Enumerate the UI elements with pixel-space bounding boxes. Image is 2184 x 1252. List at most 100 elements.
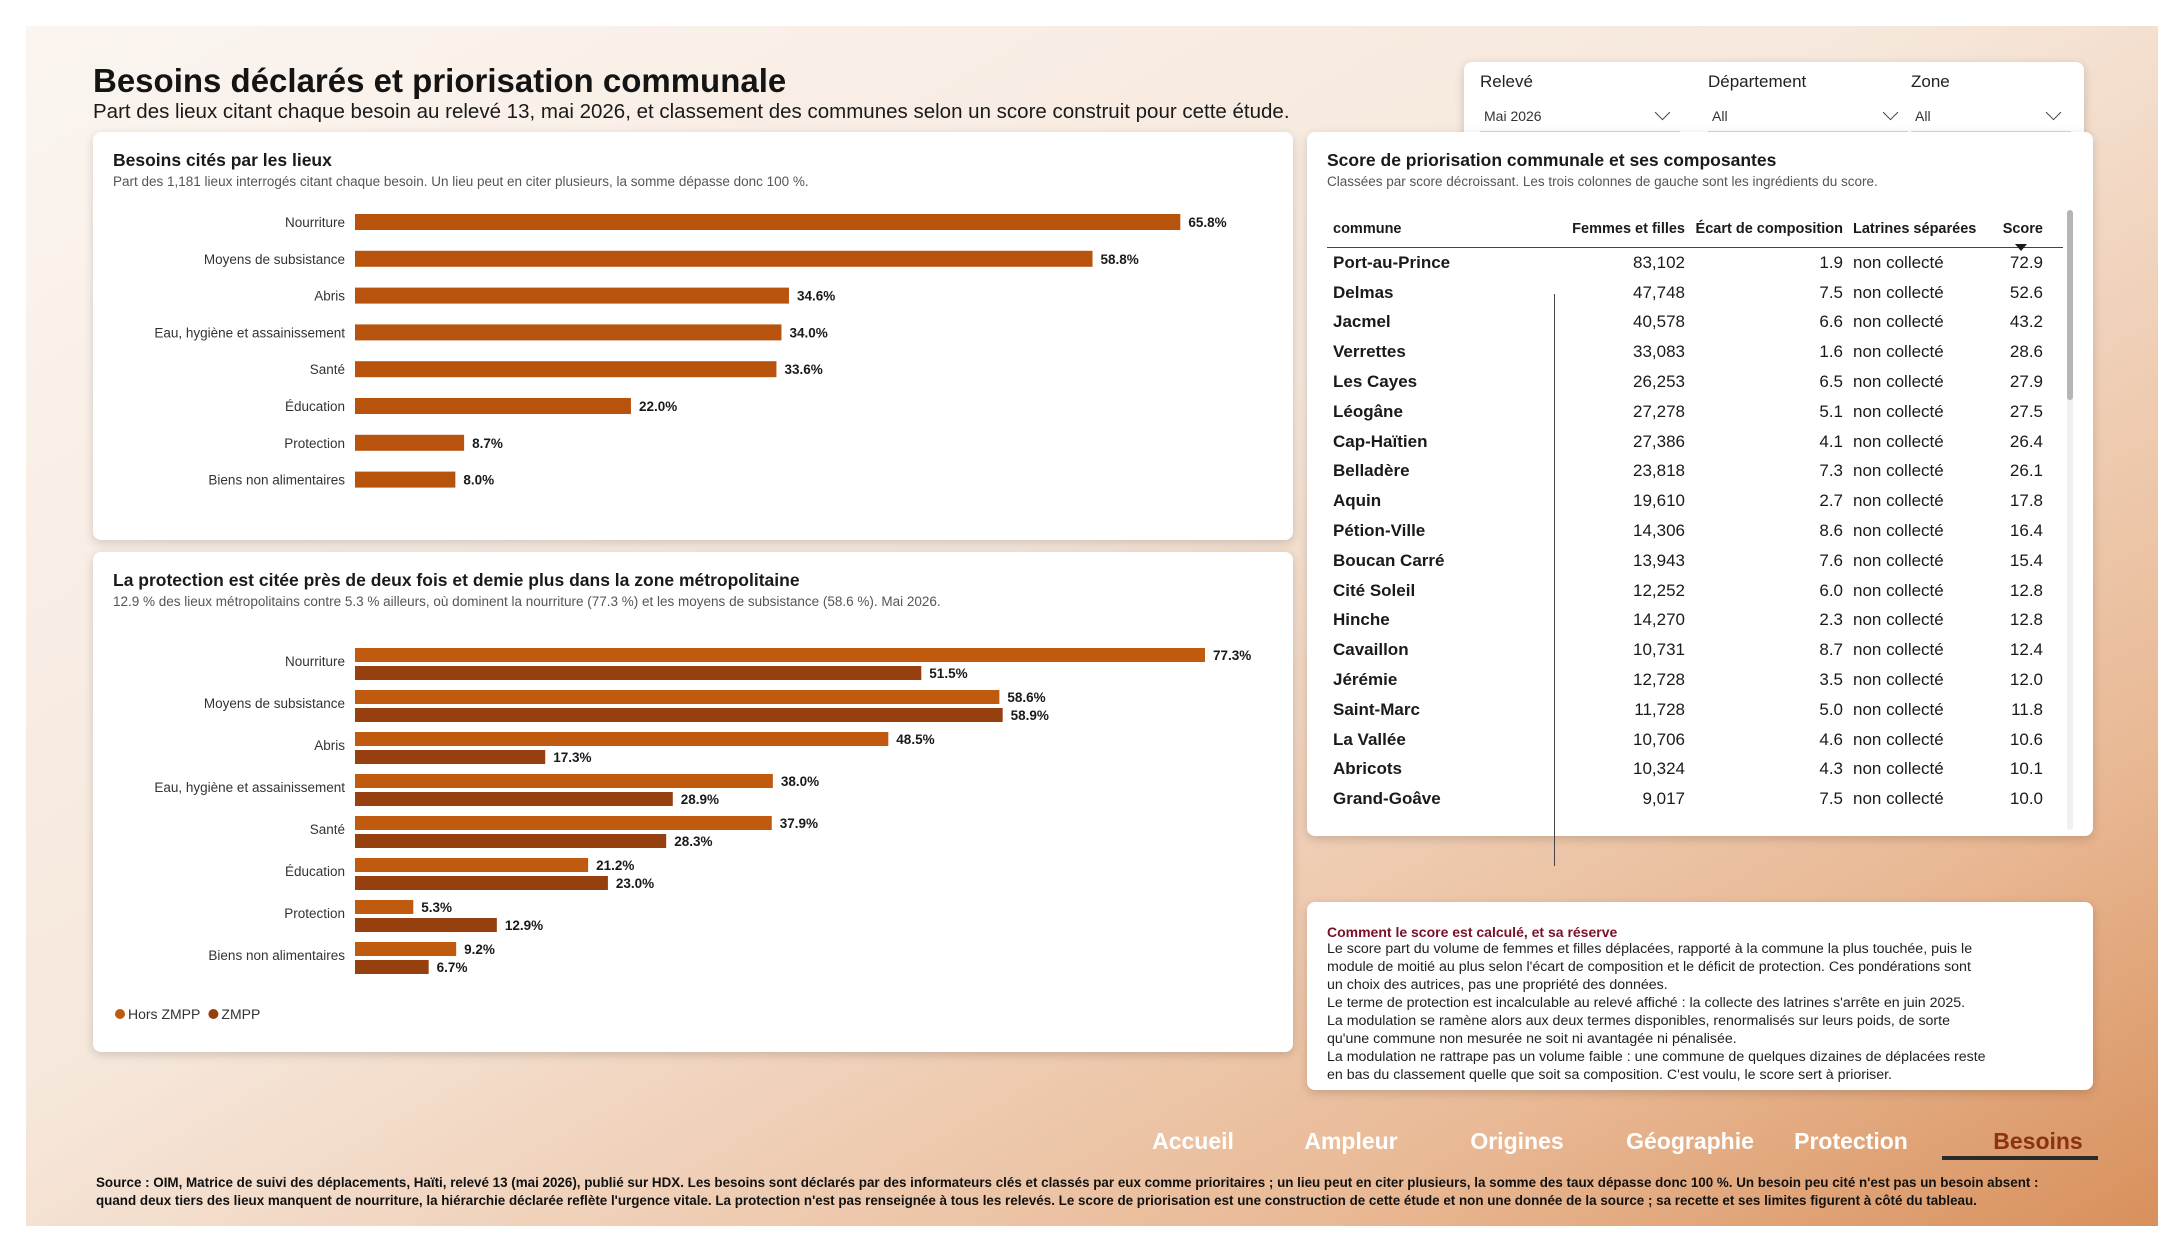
table-row[interactable]: Delmas 47,748 7.5 non collecté 52.6 (1327, 278, 2063, 308)
bar-hors-zmpp-protection[interactable] (355, 900, 414, 914)
bar-zmpp-abris[interactable] (355, 750, 546, 764)
table-cell-score: 10.6 (2009, 729, 2043, 749)
bar-zmpp-protection[interactable] (355, 918, 497, 932)
table-cell-ecart-de-composition: 1.6 (1819, 342, 1843, 362)
legend-label-zmpp[interactable]: ZMPP (221, 1006, 260, 1022)
needs-chart-title: Besoins cités par les lieux (113, 150, 332, 170)
nav-accueil[interactable]: Accueil (1152, 1128, 1234, 1154)
sort-descending-icon[interactable] (2015, 244, 2027, 251)
nav-protection[interactable]: Protection (1794, 1128, 1908, 1154)
bar-zmpp-sante[interactable] (355, 834, 667, 848)
bar-hors-zmpp-education[interactable] (355, 858, 589, 872)
bar-hors-zmpp-sante[interactable] (355, 816, 772, 830)
table-row[interactable]: Verrettes 33,083 1.6 non collecté 28.6 (1327, 337, 2063, 367)
nav-besoins[interactable]: Besoins (1993, 1128, 2083, 1154)
table-row[interactable]: Jacmel 40,578 6.6 non collecté 43.2 (1327, 308, 2063, 338)
bar-hors-zmpp-moyens-de-subsistance[interactable] (355, 690, 1000, 704)
filter-releve-dropdown[interactable]: Mai 2026 (1480, 100, 1680, 132)
bar-biens-non-alimentaires[interactable] (355, 471, 456, 488)
table-cell-score: 12.4 (2009, 640, 2043, 660)
table-row[interactable]: Pétion-Ville 14,306 8.6 non collecté 16.4 (1327, 516, 2063, 546)
table-column-divider (1554, 294, 1556, 866)
table-scrollbar-thumb[interactable] (2067, 210, 2073, 400)
data-label-hors-zmpp-nourriture: 77.3% (1213, 648, 1251, 663)
table-row[interactable]: Hinche 14,270 2.3 non collecté 12.8 (1327, 606, 2063, 636)
table-cell-commune: Cité Soleil (1333, 580, 1416, 600)
table-cell-score: 17.8 (2009, 491, 2043, 511)
bar-abris[interactable] (355, 287, 789, 304)
bar-hors-zmpp-abris[interactable] (355, 732, 889, 746)
table-cell-latrines-separees: non collecté (1853, 342, 1944, 362)
data-label-protection: 8.7% (472, 436, 503, 451)
bar-nourriture[interactable] (355, 214, 1181, 230)
bar-zmpp-nourriture[interactable] (355, 666, 922, 680)
column-header-femmes-filles[interactable]: Femmes et filles (1572, 220, 1685, 237)
zone-comparison-bar-chart: Nourriture 77.3% 51.5% Moyens de subsistanc… (115, 648, 1251, 1022)
table-row[interactable]: Belladère 23,818 7.3 non collecté 26.1 (1327, 457, 2063, 487)
table-cell-score: 10.0 (2009, 789, 2043, 809)
column-header-latrines[interactable]: Latrines séparées (1853, 220, 1977, 237)
bar-sante[interactable] (355, 361, 777, 378)
data-label-hors-zmpp-biens-non-alimentaires: 9.2% (464, 942, 495, 957)
column-header-ecart[interactable]: Écart de composition (1695, 220, 1843, 237)
bar-zmpp-moyens-de-subsistance[interactable] (355, 708, 1003, 722)
table-row[interactable]: Abricots 10,324 4.3 non collecté 10.1 (1327, 755, 2063, 785)
table-row[interactable]: Les Cayes 26,253 6.5 non collecté 27.9 (1327, 367, 2063, 397)
bar-eau-hygiene-et-assainissement[interactable] (355, 324, 782, 341)
zone-comparison-subtitle: 12.9 % des lieux métropolitains contre 5… (113, 594, 941, 609)
table-row[interactable]: Grand-Goâve 9,017 7.5 non collecté 10.0 (1327, 784, 2063, 814)
table-cell-femmes-et-filles: 9,017 (1642, 789, 1685, 809)
bar-protection[interactable] (355, 434, 465, 451)
table-cell-commune: Saint-Marc (1333, 699, 1420, 719)
category-label-nourriture: Nourriture (285, 654, 345, 669)
table-row[interactable]: Jérémie 12,728 3.5 non collecté 12.0 (1327, 665, 2063, 695)
bar-education[interactable] (355, 398, 631, 414)
table-cell-femmes-et-filles: 10,731 (1633, 640, 1685, 660)
column-header-score[interactable]: Score (2002, 220, 2043, 237)
filter-departement-dropdown[interactable]: All (1708, 100, 1908, 132)
table-row[interactable]: Aquin 19,610 2.7 non collecté 17.8 (1327, 486, 2063, 516)
table-row[interactable]: Boucan Carré 13,943 7.6 non collecté 15.4 (1327, 546, 2063, 576)
bar-moyens-de-subsistance[interactable] (355, 250, 1093, 267)
bar-zmpp-biens-non-alimentaires[interactable] (355, 960, 429, 974)
table-row[interactable]: Cité Soleil 12,252 6.0 non collecté 12.8 (1327, 576, 2063, 606)
legend-label-hors-zmpp[interactable]: Hors ZMPP (128, 1006, 200, 1022)
table-cell-ecart-de-composition: 5.0 (1819, 699, 1843, 719)
table-row[interactable]: Port-au-Prince 83,102 1.9 non collecté 72.9 (1327, 248, 2063, 278)
nav-ampleur[interactable]: Ampleur (1304, 1128, 1398, 1154)
note-line: en bas du classement quelle que soit sa … (1327, 1067, 1892, 1083)
table-row[interactable]: Cap-Haïtien 27,386 4.1 non collecté 26.4 (1327, 427, 2063, 457)
table-cell-femmes-et-filles: 27,278 (1633, 401, 1685, 421)
nav-origines[interactable]: Origines (1470, 1128, 1564, 1154)
bar-hors-zmpp-eau-hygiene-et-assainissement[interactable] (355, 774, 773, 788)
data-label-moyens-de-subsistance: 58.8% (1101, 252, 1139, 267)
bar-hors-zmpp-biens-non-alimentaires[interactable] (355, 942, 457, 956)
table-row[interactable]: Léogâne 27,278 5.1 non collecté 27.5 (1327, 397, 2063, 427)
table-cell-score: 26.4 (2009, 431, 2043, 451)
category-label-biens-non-alimentaires: Biens non alimentaires (208, 948, 345, 963)
table-header: commune Femmes et filles Écart de compos… (1327, 210, 2063, 251)
bar-hors-zmpp-nourriture[interactable] (355, 648, 1205, 662)
bar-zmpp-education[interactable] (355, 876, 608, 890)
table-scrollbar[interactable] (2067, 210, 2073, 830)
table-cell-commune: Pétion-Ville (1333, 521, 1426, 541)
legend-marker-zmpp (208, 1009, 219, 1019)
table-cell-ecart-de-composition: 8.6 (1819, 521, 1843, 541)
table-cell-ecart-de-composition: 8.7 (1819, 640, 1843, 660)
legend-marker-hors-zmpp (115, 1009, 125, 1019)
nav-geographie[interactable]: Géographie (1626, 1128, 1754, 1154)
category-label-protection: Protection (284, 436, 345, 451)
column-header-commune[interactable]: commune (1333, 220, 1402, 237)
table-cell-score: 15.4 (2009, 550, 2043, 570)
table-row[interactable]: Cavaillon 10,731 8.7 non collecté 12.4 (1327, 635, 2063, 665)
filter-departement: Département All (1708, 72, 1908, 132)
data-label-education: 22.0% (639, 399, 677, 414)
table-cell-score: 43.2 (2009, 312, 2043, 332)
table-row[interactable]: Saint-Marc 11,728 5.0 non collecté 11.8 (1327, 695, 2063, 725)
bar-zmpp-eau-hygiene-et-assainissement[interactable] (355, 792, 673, 806)
table-cell-commune: Verrettes (1333, 342, 1406, 362)
data-label-zmpp-eau-hygiene-et-assainissement: 28.9% (681, 792, 719, 807)
table-row[interactable]: La Vallée 10,706 4.6 non collecté 10.6 (1327, 725, 2063, 755)
table-cell-commune: Cavaillon (1333, 640, 1409, 660)
filter-zone-dropdown[interactable]: All (1911, 100, 2071, 132)
